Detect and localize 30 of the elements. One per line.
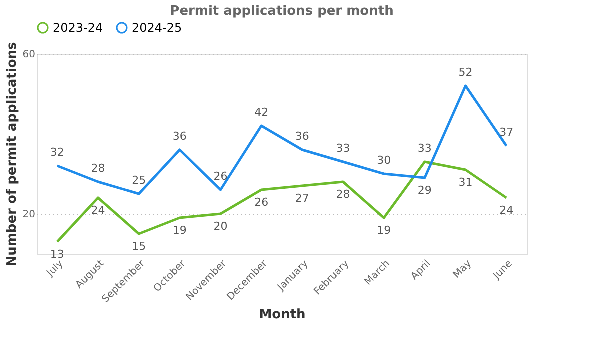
chart-title: Permit applications per month (170, 4, 394, 19)
data-label: 33 (418, 142, 432, 155)
legend-label: 2023-24 (53, 21, 104, 35)
data-label: 24 (91, 204, 106, 217)
y-tick-label: 60 (22, 50, 36, 60)
data-label: 26 (214, 170, 228, 183)
data-label: 52 (458, 66, 473, 79)
data-label: 13 (50, 248, 64, 261)
data-label: 42 (254, 106, 269, 119)
data-label: 36 (295, 130, 310, 143)
data-label: 28 (91, 162, 106, 175)
data-label: 24 (500, 204, 514, 217)
data-label: 15 (132, 240, 146, 253)
data-label: 26 (254, 196, 269, 209)
legend-label: 2024-25 (132, 21, 182, 35)
data-label: 19 (377, 224, 392, 237)
data-label: 30 (377, 154, 392, 167)
x-axis-title: Month (259, 308, 306, 323)
y-axis-title: Number of permit applications (4, 42, 20, 267)
data-label: 27 (295, 192, 310, 205)
data-label: 31 (458, 176, 473, 189)
data-label: 32 (50, 146, 64, 159)
data-label: 20 (214, 220, 228, 233)
data-label: 25 (132, 174, 146, 187)
data-label: 29 (418, 184, 432, 197)
data-label: 37 (500, 126, 514, 139)
data-label: 28 (336, 188, 350, 201)
data-label: 36 (172, 130, 187, 143)
data-label: 33 (336, 142, 350, 155)
data-label: 19 (172, 224, 187, 237)
